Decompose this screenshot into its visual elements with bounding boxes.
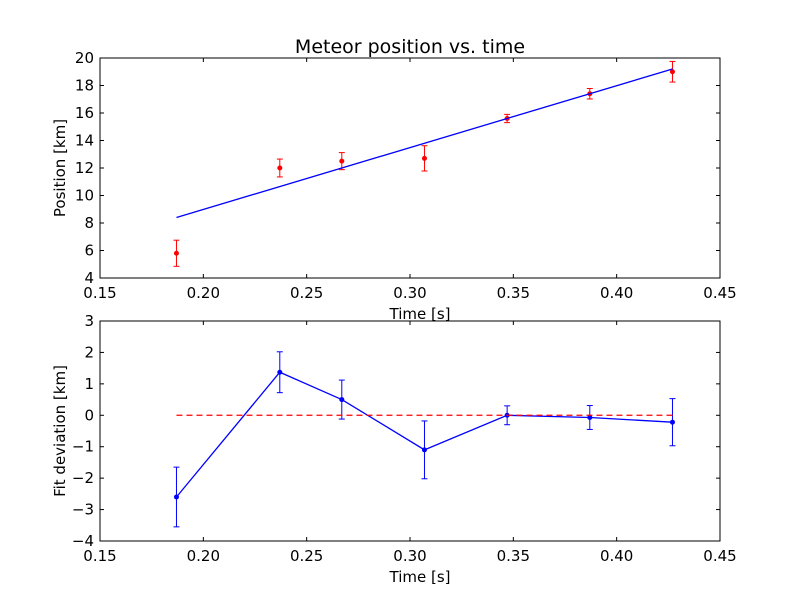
- y-tick-label: 2: [84, 343, 94, 361]
- x-axis-label: Time [s]: [389, 568, 451, 586]
- x-tick-label: 0.45: [703, 547, 736, 565]
- chart-title: Meteor position vs. time: [295, 36, 525, 58]
- x-tick-label: 0.30: [393, 284, 426, 302]
- x-tick-label: 0.25: [290, 547, 323, 565]
- x-tick-label: 0.15: [83, 547, 116, 565]
- y-tick-label: 1: [84, 375, 94, 393]
- data-point: [669, 69, 675, 75]
- x-tick-label: 0.30: [393, 547, 426, 565]
- y-tick-label: 14: [75, 132, 94, 150]
- x-tick-label: 0.20: [187, 284, 220, 302]
- deviation-panel: 0.15 0.20 0.25 0.30 0.35 0.40 0.45 −4 −3 −2 −1 0 1 2 3…: [51, 312, 737, 586]
- y-tick-label: 4: [84, 269, 94, 287]
- y-tick-label: 12: [75, 159, 94, 177]
- x-tick-label: 0.15: [83, 284, 116, 302]
- data-point: [587, 414, 593, 420]
- x-tick-label: 0.20: [187, 547, 220, 565]
- position-panel: 0.15 0.20 0.25 0.30 0.35 0.40 0.45 4 6 8 10 12 14 16 1…: [51, 49, 737, 323]
- data-point: [277, 369, 283, 375]
- y-tick-label: 0: [84, 406, 94, 424]
- y-tick-label: 3: [84, 312, 94, 330]
- y-tick-label: 18: [75, 77, 94, 95]
- plot-frame: [99, 320, 721, 542]
- fit-line: [176, 68, 673, 219]
- plot-frame: [99, 57, 721, 279]
- data-point: [669, 419, 675, 425]
- y-axis-label: Position [km]: [51, 119, 69, 217]
- x-tick-label: 0.35: [497, 284, 530, 302]
- x-tick-label: 0.45: [703, 284, 736, 302]
- data-point: [173, 250, 179, 256]
- y-tick-label: −2: [72, 469, 94, 487]
- y-tick-label: 20: [75, 49, 94, 67]
- data-point: [339, 397, 345, 403]
- y-tick-label: 10: [75, 187, 94, 205]
- y-axis-label: Fit deviation [km]: [51, 365, 69, 497]
- x-tick-label: 0.25: [290, 284, 323, 302]
- y-tick-label: 8: [84, 214, 94, 232]
- y-tick-label: 16: [75, 104, 94, 122]
- y-tick-label: −4: [72, 532, 94, 550]
- y-tick-label: −3: [72, 501, 94, 519]
- x-tick-label: 0.35: [497, 547, 530, 565]
- data-point: [421, 155, 427, 161]
- y-tick-label: −1: [72, 438, 94, 456]
- data-point: [173, 494, 179, 500]
- data-point: [421, 447, 427, 453]
- x-axis-label: Time [s]: [389, 305, 451, 323]
- data-point: [277, 165, 283, 171]
- x-tick-label: 0.40: [600, 547, 633, 565]
- x-tick-label: 0.40: [600, 284, 633, 302]
- data-point: [339, 158, 345, 164]
- y-tick-label: 6: [84, 242, 94, 260]
